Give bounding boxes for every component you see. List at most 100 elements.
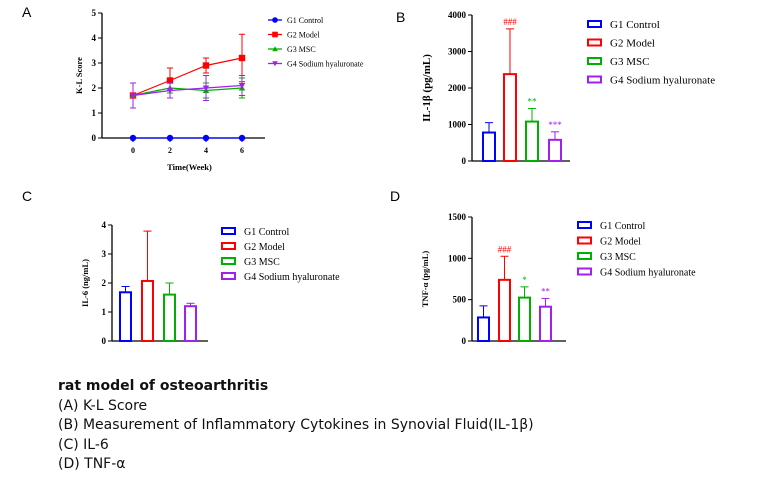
significance-label: ###: [498, 244, 512, 254]
bar-g4: [548, 138, 562, 163]
marker-triangle-down: [272, 61, 278, 67]
significance-label: **: [541, 286, 551, 296]
legend-label: G2 Model: [610, 38, 655, 50]
y-tick-label: 4000: [448, 10, 467, 20]
panel-a: A 0 1 2 3 4 5 K-L Score G1 Control G2 Model G3 MSC…: [22, 4, 364, 172]
series-line: [132, 57, 243, 97]
y-tick-label: 3000: [448, 47, 467, 57]
caption-title: rat model of osteoarthritis: [58, 378, 269, 394]
panel-label: D: [390, 188, 400, 204]
legend-item: G2 Model: [577, 236, 641, 248]
marker-square: [202, 62, 210, 69]
marker-circle: [166, 134, 174, 142]
legend-item: G4 Sodium hyaluronate: [577, 267, 696, 279]
caption-line-d: (D) TNF-α: [58, 456, 126, 472]
legend-swatch: [221, 242, 236, 250]
y-tick-label: 5: [92, 8, 97, 18]
x-axis-label: Time(Week): [167, 162, 212, 172]
legend-item: G1 Control: [587, 19, 660, 31]
bar-g3: [518, 296, 531, 343]
legend-item: G1 Control: [268, 16, 324, 25]
panel-c: C 0 1 2 3 4 IL-6 (ng/mL) G1 Control G2 Model G3 M…: [22, 188, 340, 346]
marker-circle: [272, 17, 278, 23]
legend-label: G3 MSC: [244, 257, 280, 268]
marker-square: [272, 31, 278, 38]
legend-swatch: [587, 75, 602, 84]
y-tick-label: 3: [102, 249, 107, 259]
legend-label: G3 MSC: [610, 56, 649, 68]
y-tick-label: 1000: [448, 253, 467, 263]
legend-label: G4 Sodium hyaluronate: [610, 75, 715, 87]
x-tick-label: 2: [168, 146, 172, 155]
y-tick-label: 1500: [448, 212, 467, 222]
caption-line-a: (A) K-L Score: [58, 397, 148, 414]
legend-label: G4 Sodium hyaluronate: [287, 60, 364, 69]
legend-swatch: [577, 236, 592, 245]
y-axis-label: IL-1β (pg/mL): [421, 54, 433, 122]
bar-g2: [141, 279, 154, 342]
legend-label: G3 MSC: [287, 45, 316, 54]
marker-square: [238, 54, 246, 62]
figure-caption: rat model of osteoarthritis (A) K-L Scor…: [58, 377, 534, 475]
significance-label: *: [522, 275, 527, 285]
series-g2: [129, 33, 246, 109]
y-tick-label: 1: [92, 108, 97, 118]
x-tick-label: 4: [204, 146, 208, 155]
y-tick-label: 2000: [448, 83, 467, 93]
legend-item: G3 MSC: [221, 257, 280, 268]
legend-label: G2 Model: [244, 242, 285, 253]
x-tick-label: 0: [131, 146, 135, 155]
series-g4: [129, 75, 246, 109]
y-tick-label: 0: [462, 156, 467, 166]
series-g1: [129, 134, 246, 142]
significance-label: **: [528, 96, 538, 106]
marker-triangle-down: [166, 87, 174, 94]
y-tick-label: 0: [102, 336, 107, 346]
significance-label: ###: [503, 17, 517, 27]
legend-item: G3 MSC: [268, 45, 316, 54]
y-tick-label: 4: [102, 220, 107, 230]
marker-circle: [202, 134, 210, 142]
legend-item: G4 Sodium hyaluronate: [587, 75, 715, 87]
bar-g4: [184, 305, 197, 343]
significance-label: ***: [548, 120, 562, 130]
y-axis-label: TNF-α (pg/mL): [420, 251, 430, 308]
legend-label: G1 Control: [244, 227, 290, 238]
bar-g1: [477, 316, 490, 343]
y-tick-label: 2: [102, 278, 107, 288]
bar-g3: [525, 120, 539, 162]
caption-line-c: (C) IL-6: [58, 436, 109, 453]
bar-g1: [119, 291, 132, 342]
y-tick-label: 2: [92, 83, 97, 93]
bar-g2: [498, 278, 511, 342]
legend-label: G4 Sodium hyaluronate: [244, 272, 340, 283]
x-tick-label: 6: [240, 146, 244, 155]
legend-swatch: [221, 227, 236, 235]
legend-item: G1 Control: [577, 221, 646, 232]
legend-item: G2 Model: [587, 38, 655, 50]
legend-item: G2 Model: [268, 31, 320, 40]
legend-swatch: [221, 272, 236, 280]
marker-circle: [238, 134, 246, 142]
y-tick-label: 0: [92, 133, 97, 143]
legend-swatch: [221, 257, 236, 265]
legend-swatch: [577, 267, 592, 276]
legend-label: G1 Control: [610, 19, 660, 31]
legend-label: G1 Control: [287, 16, 324, 25]
panel-label: B: [396, 9, 405, 25]
y-axis-label: IL-6 (ng/mL): [80, 259, 90, 307]
legend-swatch: [587, 20, 602, 28]
series-line: [132, 84, 243, 97]
legend-swatch: [577, 221, 592, 229]
panel-d: D 0 500 1000 1500 TNF-α (pg/mL) G1 Control G2 M…: [390, 188, 696, 346]
legend-label: G2 Model: [287, 31, 320, 40]
marker-circle: [129, 134, 137, 142]
legend-label: G4 Sodium hyaluronate: [600, 268, 696, 279]
y-tick-label: 1: [102, 307, 107, 317]
y-axis-label: K-L Score: [74, 57, 84, 94]
bar-g4: [539, 305, 552, 342]
legend-swatch: [587, 38, 602, 47]
panel-label: C: [22, 188, 32, 204]
marker-triangle-down: [202, 85, 210, 92]
legend-label: G2 Model: [600, 237, 641, 248]
